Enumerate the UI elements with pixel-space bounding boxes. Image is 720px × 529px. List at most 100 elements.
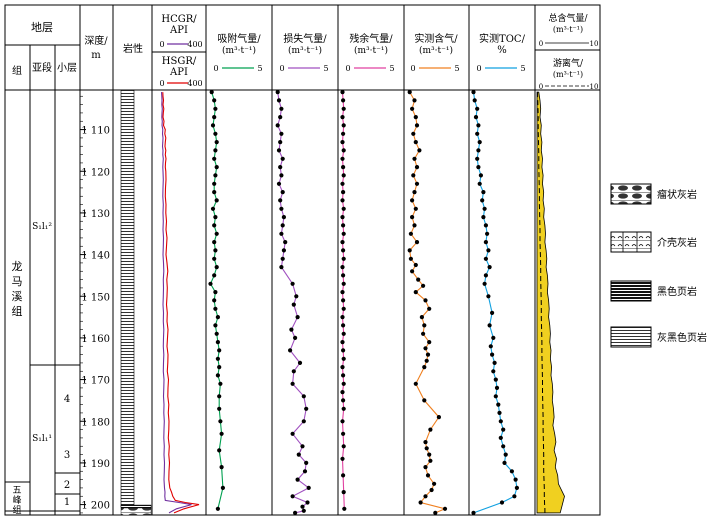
residual-point	[341, 406, 346, 411]
group-wufeng-3: 组	[12, 504, 21, 516]
measured-max: 5	[454, 64, 459, 73]
adsorbed-min: 0	[213, 64, 218, 73]
measured-point	[418, 500, 423, 505]
adsorbed-point	[219, 431, 224, 436]
lost-point	[290, 431, 295, 436]
adsorbed-point	[213, 248, 218, 253]
toc-point	[480, 198, 485, 203]
measured-point	[408, 256, 413, 261]
depth-tick-label: 1 130	[81, 209, 110, 220]
residual-point	[341, 356, 346, 361]
residual-point	[340, 290, 345, 295]
adsorbed-point	[214, 265, 219, 270]
measured-point	[413, 290, 418, 295]
adsorbed-point	[220, 485, 225, 490]
measured-point	[413, 140, 418, 145]
adsorbed-point	[212, 181, 217, 186]
toc-point	[475, 156, 480, 161]
measured-point	[436, 415, 441, 420]
lost-point	[281, 215, 286, 220]
measured-point	[419, 315, 424, 320]
depth-axis: 1 110 1 120 1 130 1 140 1 150 1 160 1 170 1 180…	[80, 95, 110, 514]
residual-point	[340, 156, 345, 161]
lost-point	[276, 98, 282, 103]
lithology-black-shale	[120, 504, 152, 509]
lost-point	[275, 90, 280, 95]
measured-point	[407, 248, 412, 253]
residual-point	[340, 265, 345, 270]
toc-point	[475, 106, 480, 111]
residual-point	[341, 490, 346, 495]
header-residual: 残余气量/	[349, 32, 393, 45]
residual-point	[341, 348, 346, 353]
residual-point	[340, 140, 345, 145]
residual-max: 5	[389, 64, 394, 73]
toc-point	[491, 369, 496, 374]
residual-point	[341, 231, 346, 236]
lost-point	[301, 394, 306, 399]
lost-point	[276, 148, 282, 153]
toc-point	[478, 173, 483, 178]
toc-point	[513, 477, 518, 482]
adsorbed-point	[213, 306, 218, 311]
header-measured-unit: (m³·t⁻¹)	[419, 45, 453, 56]
toc-point	[481, 215, 486, 220]
layer-1: 1	[64, 497, 70, 508]
hcgr-max: 400	[187, 40, 202, 49]
toc-point	[481, 190, 486, 195]
lost-point	[295, 477, 300, 482]
group-longmaxi-1: 龙	[12, 260, 23, 273]
header-lithology: 岩性	[123, 42, 143, 55]
adsorbed-point	[209, 90, 214, 95]
lost-point	[296, 452, 301, 457]
adsorbed-point	[213, 323, 218, 328]
adsorbed-point	[218, 381, 223, 386]
residual-point	[341, 431, 346, 436]
strata-labels: 龙 马 溪 组 五 峰 组 S₁l₁² S₁l₁¹ 4 3 2 1	[12, 222, 71, 516]
residual-point	[341, 398, 346, 403]
header-toc: 实测TOC/	[479, 32, 526, 45]
header-hcgr: HCGR/	[161, 14, 197, 25]
adsorbed-point	[212, 223, 217, 228]
measured-point	[417, 148, 422, 153]
measured-point	[410, 215, 415, 220]
lost-point	[289, 327, 294, 332]
measured-point	[414, 240, 420, 245]
adsorbed-point	[210, 123, 216, 128]
toc-point	[476, 165, 481, 170]
lost-min: 0	[279, 64, 284, 73]
adsorbed-point	[214, 165, 219, 170]
lost-point	[278, 140, 283, 145]
toc-point	[514, 485, 520, 490]
lost-point	[280, 223, 285, 228]
lost-point	[280, 256, 285, 261]
residual-point	[341, 190, 346, 195]
lost-point	[304, 406, 309, 411]
toc-point	[491, 335, 496, 340]
residual-point	[341, 148, 346, 153]
lost-point	[279, 106, 284, 111]
adsorbed-point	[215, 315, 220, 320]
lost-point	[294, 294, 299, 299]
lost-point	[275, 123, 280, 128]
toc-point	[498, 419, 503, 424]
measured-point	[414, 181, 420, 186]
measured-point	[423, 494, 428, 499]
legend-swatch-black	[610, 280, 652, 302]
residual-point	[340, 315, 345, 320]
toc-point	[476, 123, 481, 128]
group-wufeng-2: 峰	[12, 495, 21, 506]
depth-tick-label: 1 200	[81, 501, 110, 512]
toc-point	[477, 181, 482, 186]
adsorbed-point	[217, 448, 222, 453]
depth-tick-label: 1 150	[81, 292, 110, 303]
lost-line	[277, 92, 310, 514]
lost-point	[291, 302, 296, 307]
measured-point	[423, 346, 428, 351]
header-free-unit: (m³·t⁻¹)	[553, 70, 583, 79]
measured-point	[427, 452, 432, 457]
toc-point	[477, 140, 482, 145]
